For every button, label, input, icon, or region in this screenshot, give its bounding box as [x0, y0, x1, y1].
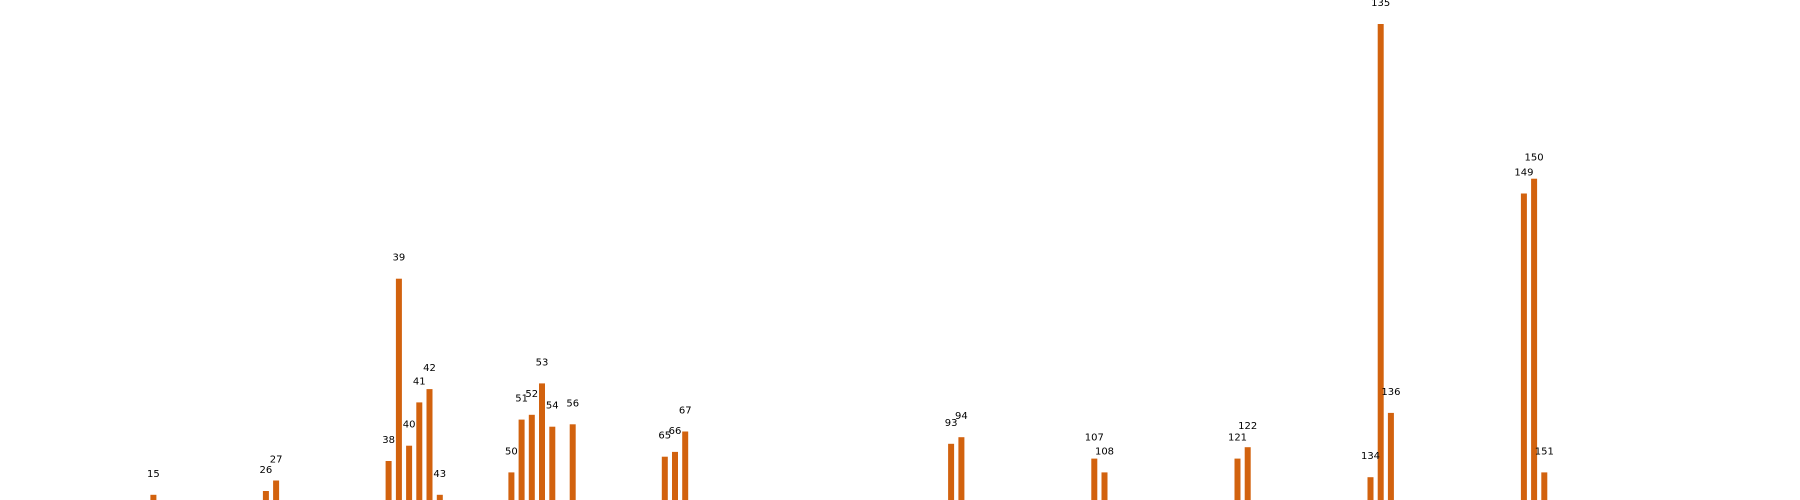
bar-label: 52 [525, 389, 538, 400]
bar-label: 135 [1371, 0, 1390, 9]
bar-label: 26 [260, 465, 273, 476]
bar-label: 53 [536, 357, 549, 368]
bar [395, 278, 402, 500]
bar [1244, 447, 1251, 500]
bar [1091, 458, 1098, 500]
bar-label: 39 [393, 253, 406, 264]
bar-label: 93 [945, 418, 958, 429]
bar-label: 38 [382, 435, 395, 446]
bar [539, 383, 545, 500]
bar [958, 437, 965, 500]
bar-label: 54 [546, 401, 559, 412]
bar [1367, 477, 1374, 500]
bar [518, 419, 525, 500]
bar-label: 150 [1525, 153, 1544, 164]
bar-label: 42 [423, 363, 436, 374]
bar-label: 107 [1085, 433, 1104, 444]
bar [1101, 472, 1108, 500]
bar [385, 461, 392, 500]
bar [1531, 178, 1538, 500]
bar [1377, 24, 1384, 500]
bar-label: 65 [658, 431, 671, 442]
bar-label: 56 [566, 398, 579, 409]
bar-label: 27 [270, 455, 283, 466]
bar [682, 431, 689, 500]
bar-series [150, 24, 1548, 500]
bar-label: 66 [669, 426, 682, 437]
bar [549, 426, 556, 500]
bar-label: 41 [413, 376, 426, 387]
bar-label: 122 [1238, 421, 1257, 432]
bar-label: 50 [505, 446, 518, 457]
bar-label: 151 [1535, 446, 1554, 457]
bar [150, 494, 157, 500]
bar [948, 443, 955, 500]
bar [1541, 472, 1548, 500]
bar-label: 121 [1228, 433, 1247, 444]
bar [661, 456, 668, 500]
bar [416, 402, 423, 500]
bar [1234, 458, 1241, 500]
bar [569, 424, 576, 500]
bar [262, 491, 269, 500]
bar [1387, 412, 1394, 500]
bar [1520, 193, 1527, 500]
bar-label: 67 [679, 406, 692, 417]
bar-label: 134 [1361, 451, 1380, 462]
bar [528, 414, 535, 500]
bar [508, 472, 515, 500]
bar [672, 451, 678, 500]
bar-label: 43 [433, 469, 446, 480]
bar-label: 40 [403, 420, 416, 431]
bar-label: 136 [1381, 387, 1400, 398]
bar-label: 51 [515, 394, 528, 405]
bar-label: 15 [147, 469, 160, 480]
bar [426, 389, 433, 500]
bar-label: 149 [1514, 168, 1533, 179]
bar-label: 108 [1095, 446, 1114, 457]
bar [436, 494, 443, 500]
bar [406, 445, 413, 500]
bar [273, 480, 280, 500]
bar-label: 94 [955, 411, 968, 422]
